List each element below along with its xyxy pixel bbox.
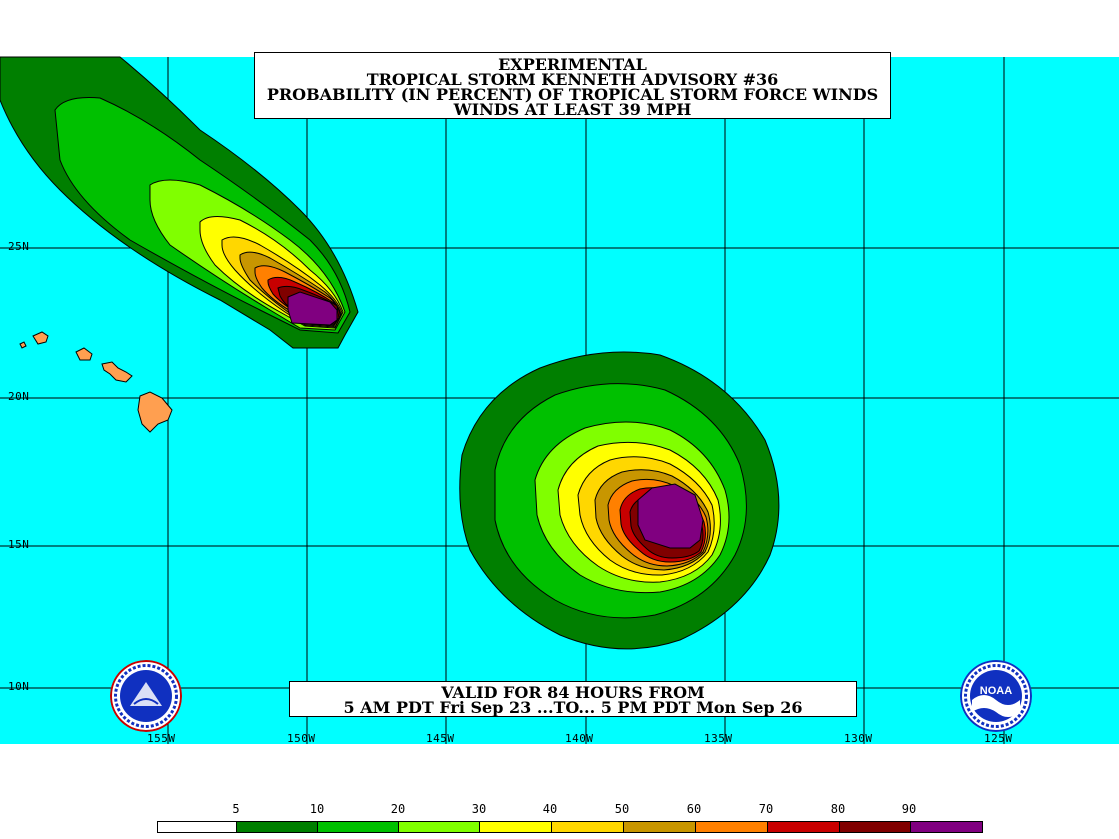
legend-tick-10: 10 <box>309 802 325 816</box>
lat-label-15n: 15N <box>8 538 30 551</box>
legend-swatch-8 <box>768 822 840 832</box>
title-line-2: TROPICAL STORM KENNETH ADVISORY #36 <box>366 70 779 89</box>
legend-tick-90: 90 <box>901 802 917 816</box>
title-line-3: PROBABILITY (IN PERCENT) OF TROPICAL STO… <box>266 85 879 104</box>
valid-line-1: VALID FOR 84 HOURS FROM <box>441 683 705 702</box>
northern-wind-swath <box>0 56 359 349</box>
legend-tick-30: 30 <box>471 802 487 816</box>
nws-logo-icon <box>110 660 182 732</box>
contour-90 <box>637 483 704 549</box>
legend-tick-40: 40 <box>542 802 558 816</box>
valid-period-box: VALID FOR 84 HOURS FROM 5 AM PDT Fri Sep… <box>289 681 857 717</box>
legend-swatch-10 <box>911 822 982 832</box>
noaa-logo-text: NOAA <box>980 685 1012 697</box>
title-box: EXPERIMENTAL TROPICAL STORM KENNETH ADVI… <box>254 52 891 119</box>
lon-label-145w: 145W <box>426 732 455 745</box>
legend-tick-70: 70 <box>758 802 774 816</box>
lon-label-125w: 125W <box>984 732 1013 745</box>
lat-label-20n: 20N <box>8 390 30 403</box>
legend-swatch-1 <box>237 822 318 832</box>
legend-swatch-7 <box>696 822 768 832</box>
title-line-4: WINDS AT LEAST 39 MPH <box>453 100 692 119</box>
lon-label-155w: 155W <box>147 732 176 745</box>
island-niihau <box>19 341 27 349</box>
legend-tick-80: 80 <box>830 802 846 816</box>
hawaiian-islands <box>19 331 173 433</box>
island-kauai <box>32 331 49 345</box>
legend-swatch-3 <box>399 822 480 832</box>
legend-color-bar <box>157 821 983 833</box>
legend-tick-50: 50 <box>614 802 630 816</box>
legend-swatch-5 <box>552 822 624 832</box>
legend-swatch-0 <box>158 822 237 832</box>
lon-label-130w: 130W <box>844 732 873 745</box>
legend-swatch-2 <box>318 822 399 832</box>
lon-label-135w: 135W <box>704 732 733 745</box>
legend-tick-5: 5 <box>232 802 240 816</box>
contour-90 <box>287 291 338 326</box>
noaa-logo-icon: NOAA <box>960 660 1032 732</box>
lon-label-140w: 140W <box>565 732 594 745</box>
lat-label-25n: 25N <box>8 240 30 253</box>
lat-label-10n: 10N <box>8 680 30 693</box>
island-maui-group <box>101 361 133 383</box>
legend-swatch-9 <box>840 822 911 832</box>
valid-line-2: 5 AM PDT Fri Sep 23 ...TO... 5 PM PDT Mo… <box>343 698 803 717</box>
legend-tick-20: 20 <box>390 802 406 816</box>
legend-tick-60: 60 <box>686 802 702 816</box>
southern-wind-swath <box>459 351 780 650</box>
island-oahu <box>75 347 93 361</box>
lon-label-150w: 150W <box>287 732 316 745</box>
legend-swatch-4 <box>480 822 552 832</box>
title-line-1: EXPERIMENTAL <box>498 55 647 74</box>
legend-swatch-6 <box>624 822 696 832</box>
island-hawaii <box>137 391 173 433</box>
